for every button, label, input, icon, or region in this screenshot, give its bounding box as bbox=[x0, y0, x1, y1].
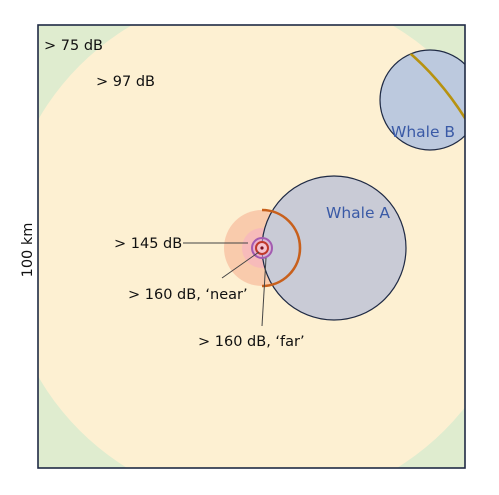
label-whale-a: Whale A bbox=[326, 204, 390, 222]
label-160db-far: > 160 dB, ‘far’ bbox=[198, 334, 305, 350]
label-145db: > 145 dB bbox=[114, 236, 182, 252]
source-point bbox=[260, 246, 263, 249]
whale-a-disk bbox=[262, 176, 406, 320]
label-whale-b: Whale B bbox=[391, 123, 455, 141]
label-97db: > 97 dB bbox=[96, 74, 155, 90]
scale-label: 100 km bbox=[20, 223, 36, 278]
label-75db: > 75 dB bbox=[44, 38, 103, 54]
label-160db-near: > 160 dB, ‘near’ bbox=[128, 287, 248, 303]
